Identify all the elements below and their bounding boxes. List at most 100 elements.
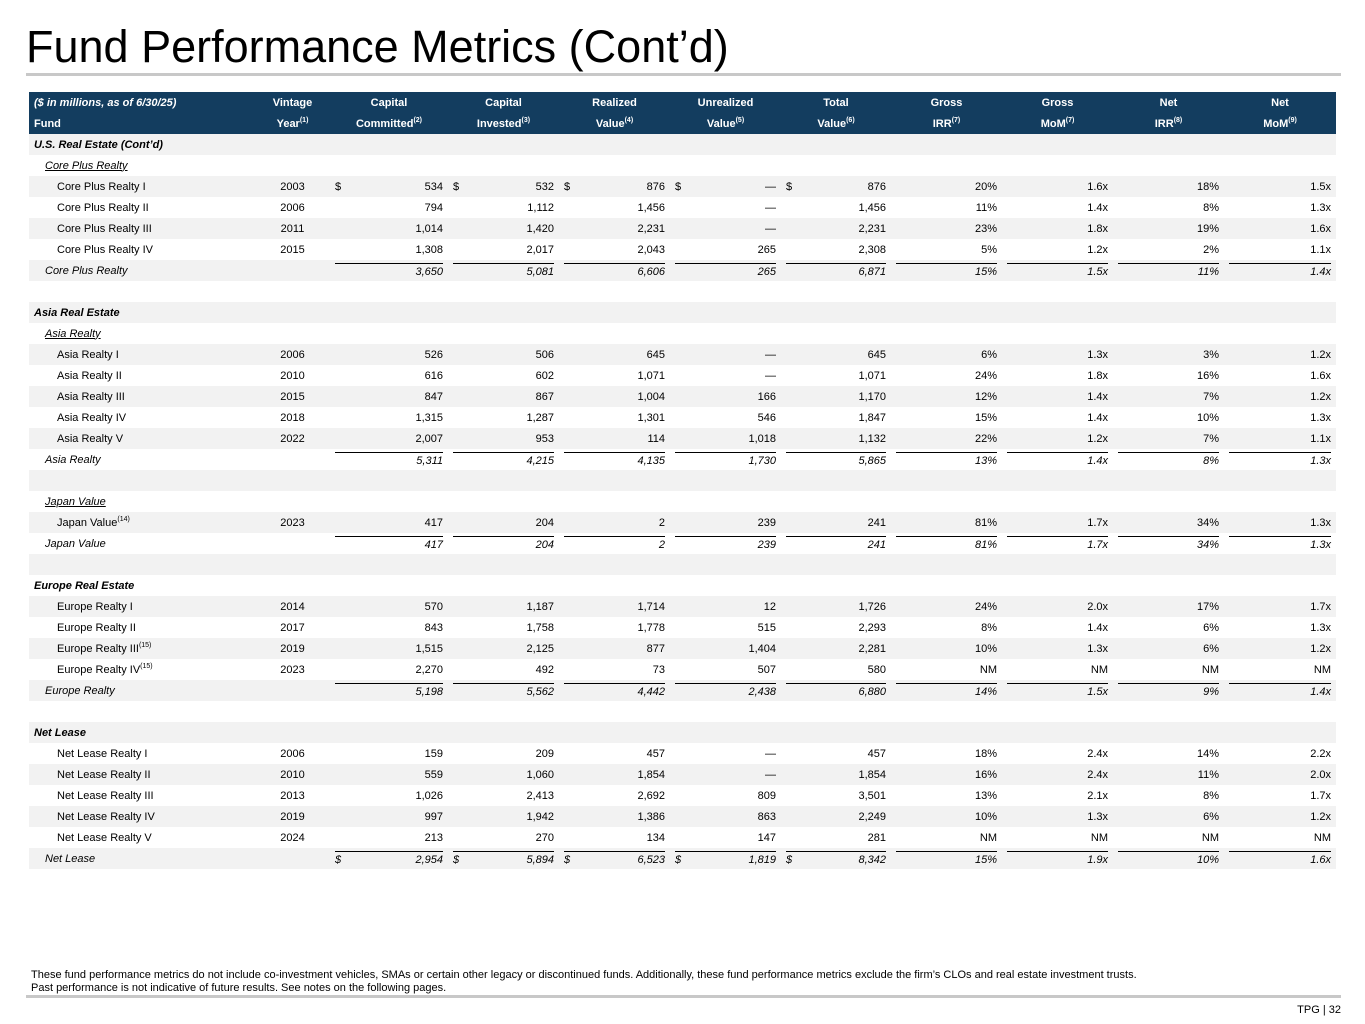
fund-name: Asia Realty IV — [57, 411, 127, 424]
value-cell: 1.2x — [1224, 344, 1336, 365]
value-wrap: 14% — [1118, 748, 1219, 760]
header-text: MoM — [1040, 117, 1066, 130]
value-cell: $2,954 — [330, 848, 448, 869]
value: 570 — [424, 600, 443, 613]
value-cell: $5,894 — [448, 848, 559, 869]
fund-name: Europe Realty III — [57, 642, 139, 655]
value-wrap: NM — [1118, 664, 1219, 676]
value-cell: 559 — [330, 764, 448, 785]
value: 1.4x — [1087, 201, 1108, 214]
value: 204 — [535, 516, 554, 529]
value-cell: 1.6x — [1224, 848, 1336, 869]
value: 6% — [1203, 621, 1219, 634]
value: 602 — [535, 369, 554, 382]
page-number: TPG | 32 — [1297, 1004, 1341, 1016]
value: 1.4x — [1087, 411, 1108, 424]
value-cell: 22% — [891, 428, 1002, 449]
value-cell: $8,342 — [781, 848, 891, 869]
value: 1,014 — [415, 222, 443, 235]
value-wrap: 1,187 — [453, 601, 554, 613]
header-text: IRR — [932, 117, 952, 130]
fund-row: Asia Realty IV 2018 1,315 1,287 1,301 546 1,84… — [29, 407, 1336, 428]
value: 1.3x — [1310, 621, 1331, 634]
value-cell: 546 — [670, 407, 781, 428]
value-cell: 239 — [670, 533, 781, 554]
header-cell: Realized — [559, 92, 670, 113]
value: 159 — [424, 747, 443, 760]
value-wrap: 15% — [896, 412, 997, 424]
value-cell: 1,854 — [559, 764, 670, 785]
value-cell: 1.3x — [1002, 344, 1113, 365]
value: 6,523 — [637, 854, 665, 866]
value-cell: 1,778 — [559, 617, 670, 638]
value-cell: 1.6x — [1002, 176, 1113, 197]
value-cell: 2,249 — [781, 806, 891, 827]
value-wrap: 492 — [453, 664, 554, 676]
value: 12% — [974, 390, 997, 403]
value-cell: 15% — [891, 407, 1002, 428]
value-cell: 1.6x — [1224, 365, 1336, 386]
value-cell: 1,004 — [559, 386, 670, 407]
fund-name: Net Lease Realty II — [57, 768, 151, 781]
value-wrap: 1,778 — [564, 622, 665, 634]
vintage: 2014 — [255, 596, 330, 617]
value-wrap: — — [675, 769, 776, 781]
value-wrap: 213 — [335, 832, 443, 844]
value: 2,692 — [637, 789, 665, 802]
header-cell: Capital — [330, 92, 448, 113]
value-cell: 1,730 — [670, 449, 781, 470]
header-row: ($ in millions, as of 6/30/25) Vintage Cap… — [29, 92, 1336, 113]
value-wrap: — — [675, 349, 776, 361]
value: 1.5x — [1087, 686, 1108, 698]
value: 1.6x — [1310, 369, 1331, 382]
header-note: (3) — [521, 116, 531, 124]
value: 1.8x — [1087, 222, 1108, 235]
value-wrap: 1.4x — [1229, 263, 1331, 278]
value-wrap: 11% — [1118, 263, 1219, 278]
value-wrap: 6,606 — [564, 263, 665, 278]
value-cell: 2,270 — [330, 659, 448, 680]
fund-name-cell: Core Plus Realty III — [29, 218, 255, 239]
vintage-blank — [255, 848, 330, 869]
value-cell: 2,308 — [781, 239, 891, 260]
value: 417 — [424, 539, 443, 551]
header-note: (6) — [846, 116, 855, 124]
value-cell: NM — [1002, 659, 1113, 680]
value-wrap: 1,301 — [564, 412, 665, 424]
value: 1.2x — [1310, 390, 1331, 403]
vintage: 2011 — [255, 218, 330, 239]
fund-note: (15) — [138, 641, 152, 649]
value-cell: 1,132 — [781, 428, 891, 449]
value-cell: 2.4x — [1002, 764, 1113, 785]
fund-name-cell: Net Lease Realty I — [29, 743, 255, 764]
value-wrap: 2% — [1118, 244, 1219, 256]
value-wrap: 12 — [675, 601, 776, 613]
value: 580 — [867, 663, 886, 676]
vintage: 2024 — [280, 831, 305, 844]
value-cell: 1,112 — [448, 197, 559, 218]
fund-name-cell: Europe Realty II — [29, 617, 255, 638]
value-wrap: 1,942 — [453, 811, 554, 823]
value-cell: 602 — [448, 365, 559, 386]
value-wrap: 20% — [896, 181, 997, 193]
value-wrap: 1.3x — [1007, 811, 1108, 823]
value-wrap: 34% — [1118, 517, 1219, 529]
value-wrap: 17% — [1118, 601, 1219, 613]
value-wrap: — — [675, 370, 776, 382]
value-cell: 7% — [1113, 428, 1224, 449]
header-cell: Fund — [29, 113, 255, 134]
value: 877 — [646, 642, 665, 655]
value-cell: 1,404 — [670, 638, 781, 659]
value-wrap: 10% — [1118, 851, 1219, 866]
value-wrap: 1.7x — [1229, 601, 1331, 613]
value: 997 — [424, 810, 443, 823]
value: 1.7x — [1310, 600, 1331, 613]
value-wrap: 1.2x — [1007, 244, 1108, 256]
value-cell: 20% — [891, 176, 1002, 197]
value-cell: $876 — [781, 176, 891, 197]
fund-row: Asia Realty III 2015 847 867 1,004 166 1,170 12… — [29, 386, 1336, 407]
fund-row: Net Lease Realty III 2013 1,026 2,413 2,692 8… — [29, 785, 1336, 806]
fund-row: Europe Realty I 2014 570 1,187 1,714 12 1,726 2… — [29, 596, 1336, 617]
group-cell: Core Plus Realty — [29, 155, 1336, 176]
